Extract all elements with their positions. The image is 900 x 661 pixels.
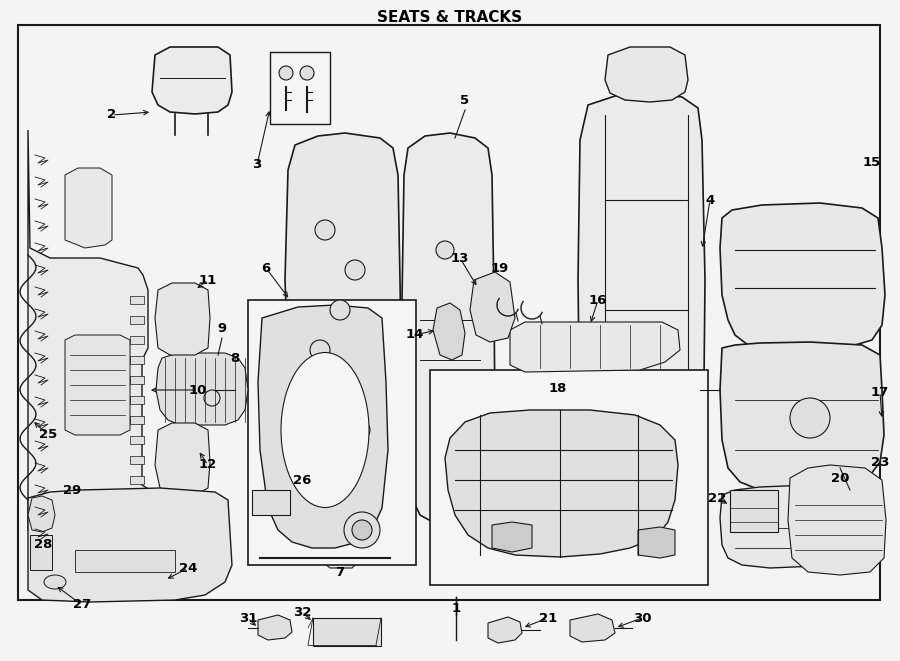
Bar [430,370,708,585]
Polygon shape [445,410,678,557]
Text: 12: 12 [199,459,217,471]
Circle shape [315,220,335,240]
Text: 29: 29 [63,483,81,496]
Bar [130,496,144,504]
Polygon shape [258,615,292,640]
Text: 17: 17 [871,385,889,399]
Text: 3: 3 [252,159,262,171]
Bar [270,52,330,124]
Polygon shape [433,303,465,360]
Polygon shape [258,305,388,548]
Bar [130,356,144,364]
Text: 5: 5 [461,93,470,106]
Bar [248,300,416,565]
Polygon shape [720,485,880,568]
Bar [130,516,144,524]
Polygon shape [65,168,112,248]
Text: SEATS & TRACKS: SEATS & TRACKS [377,10,523,25]
Polygon shape [720,342,884,492]
Text: 2: 2 [107,108,117,122]
Text: 32: 32 [292,605,311,619]
Bar [130,416,144,424]
Bar [30,535,52,570]
Circle shape [345,260,365,280]
Text: 6: 6 [261,262,271,274]
Text: 21: 21 [539,611,557,625]
Bar [130,296,144,304]
Polygon shape [402,133,495,527]
Circle shape [344,512,380,548]
Bar [18,25,880,600]
Polygon shape [285,133,402,530]
Bar [313,618,381,646]
Circle shape [790,398,830,438]
Bar [75,550,175,572]
Polygon shape [28,496,55,532]
Text: 23: 23 [871,455,889,469]
Polygon shape [492,522,532,552]
Polygon shape [788,465,886,575]
Polygon shape [28,130,152,563]
Circle shape [330,300,350,320]
Circle shape [300,66,314,80]
Polygon shape [156,353,248,425]
Text: 24: 24 [179,561,197,574]
Text: 15: 15 [863,155,881,169]
Text: 30: 30 [633,611,652,625]
Text: 7: 7 [336,566,345,578]
Polygon shape [65,335,130,435]
Text: 18: 18 [549,381,567,395]
Polygon shape [510,322,680,372]
Polygon shape [605,47,688,102]
Text: 19: 19 [491,262,509,274]
Text: 26: 26 [292,473,311,486]
Text: 20: 20 [831,471,850,485]
Ellipse shape [44,575,66,589]
Text: 13: 13 [451,251,469,264]
Bar [130,336,144,344]
Text: 1: 1 [452,602,461,615]
Polygon shape [578,93,705,532]
Polygon shape [155,423,210,495]
Text: 4: 4 [706,194,715,206]
Text: 10: 10 [189,383,207,397]
Bar [130,316,144,324]
Bar [730,490,778,532]
Text: 22: 22 [708,492,726,504]
Bar [130,476,144,484]
Text: 8: 8 [230,352,239,364]
Polygon shape [435,520,468,558]
Bar [130,436,144,444]
Polygon shape [152,47,232,114]
Ellipse shape [281,352,369,508]
Text: 11: 11 [199,274,217,286]
Text: 27: 27 [73,598,91,611]
Polygon shape [28,488,232,602]
Circle shape [352,520,372,540]
Polygon shape [720,203,885,350]
Text: 28: 28 [34,539,52,551]
Bar [130,376,144,384]
Bar [252,490,290,515]
Polygon shape [470,272,515,342]
Circle shape [332,380,352,400]
Bar [130,456,144,464]
Polygon shape [320,525,360,568]
Circle shape [436,241,454,259]
Bar [130,396,144,404]
Circle shape [350,420,370,440]
Text: 14: 14 [406,329,424,342]
Polygon shape [570,614,615,642]
Text: 16: 16 [589,293,608,307]
Polygon shape [638,527,675,558]
Circle shape [310,340,330,360]
Polygon shape [155,283,210,355]
Polygon shape [488,617,522,643]
Text: 31: 31 [238,611,257,625]
Text: 9: 9 [218,321,227,334]
Circle shape [279,66,293,80]
Text: 25: 25 [39,428,57,442]
